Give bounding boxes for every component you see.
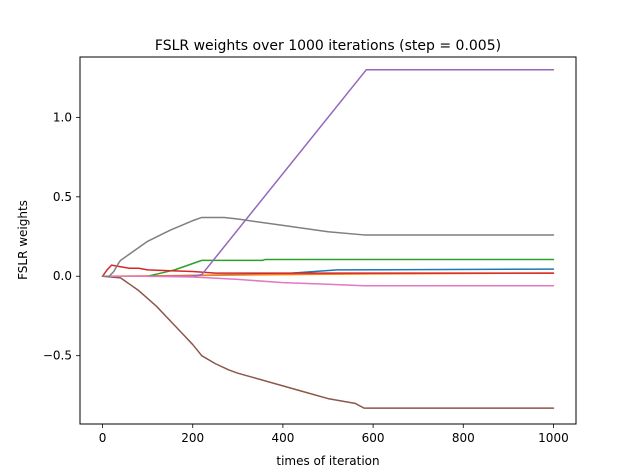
x-tick-label: 400 xyxy=(271,431,294,445)
series-line-4 xyxy=(101,264,555,277)
y-tick-label: 0.5 xyxy=(53,190,72,204)
y-tick-label: −0.5 xyxy=(43,349,72,363)
y-tick-label: 0.0 xyxy=(53,269,72,283)
plot-frame xyxy=(79,56,577,425)
x-tick-label: 1000 xyxy=(538,431,569,445)
series-line-8 xyxy=(101,216,555,277)
x-axis-ticks: 0 200 400 600 800 1000 xyxy=(99,424,569,445)
series-line-3 xyxy=(101,258,555,277)
y-axis-label: FSLR weights xyxy=(16,200,30,280)
x-tick-label: 800 xyxy=(452,431,475,445)
series-layer xyxy=(101,68,555,409)
x-tick-label: 200 xyxy=(181,431,204,445)
x-tick-label: 600 xyxy=(362,431,385,445)
x-tick-label: 0 xyxy=(99,431,107,445)
series-line-6 xyxy=(101,275,555,409)
series-line-7 xyxy=(101,275,555,287)
y-axis-ticks: −0.5 0.0 0.5 1.0 xyxy=(43,110,80,363)
x-axis-label: times of iteration xyxy=(276,454,379,468)
y-tick-label: 1.0 xyxy=(53,110,72,124)
chart-title: FSLR weights over 1000 iterations (step … xyxy=(155,38,501,54)
